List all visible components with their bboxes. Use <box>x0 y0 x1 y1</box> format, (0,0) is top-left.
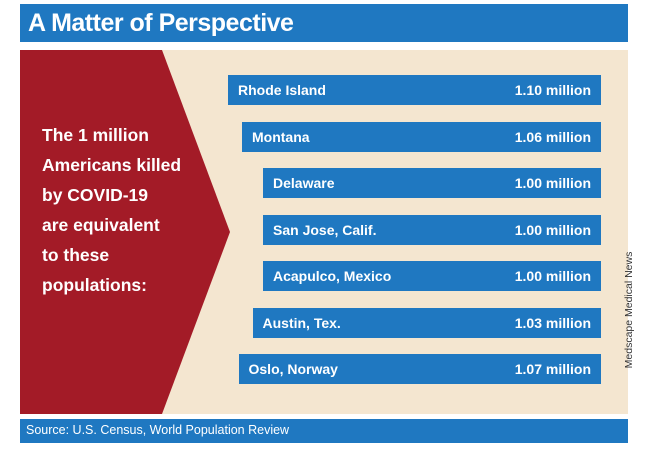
bar-value-label: 1.00 million <box>514 268 591 284</box>
bar-category-label: Montana <box>252 128 310 145</box>
page-title: A Matter of Perspective <box>28 9 294 37</box>
bar-category-label: Austin, Tex. <box>262 314 341 331</box>
bar-value-label: 1.03 million <box>514 314 591 331</box>
chart-panel: The 1 million Americans killed by COVID-… <box>20 50 628 414</box>
arrow-shape <box>20 50 230 414</box>
bar-category-label: Oslo, Norway <box>248 361 338 377</box>
bar-category-label: Acapulco, Mexico <box>273 268 392 284</box>
bar-row: Acapulco, Mexico 1.00 million <box>263 261 601 291</box>
bar-value-label: 1.07 million <box>514 361 591 377</box>
bar-row: Rhode Island 1.10 million <box>228 75 601 105</box>
bar-category-label: Delaware <box>273 175 335 191</box>
bar-value-label: 1.00 million <box>514 175 591 191</box>
bar-value-label: 1.10 million <box>514 82 591 98</box>
bar-row: Montana 1.06 million <box>242 121 601 152</box>
bar-value-label: 1.06 million <box>514 128 591 145</box>
bar-category-label: Rhode Island <box>238 82 326 98</box>
bar-row: Delaware 1.00 million <box>263 168 601 198</box>
source-text: Source: U.S. Census, World Population Re… <box>26 423 290 437</box>
credit-text: Medscape Medical News <box>623 251 635 369</box>
intro-text: The 1 million Americans killed by COVID-… <box>42 125 182 295</box>
bar-category-label: San Jose, Calif. <box>273 221 377 238</box>
credit-label: Medscape Medical News <box>619 230 639 390</box>
title-bar: A Matter of Perspective <box>20 4 628 42</box>
bar-row: San Jose, Calif. 1.00 million <box>263 214 601 245</box>
source-bar: Source: U.S. Census, World Population Re… <box>20 419 628 443</box>
bar-value-label: 1.00 million <box>514 221 591 238</box>
bar-row: Austin, Tex. 1.03 million <box>252 307 601 338</box>
bar-row: Oslo, Norway 1.07 million <box>238 354 601 384</box>
